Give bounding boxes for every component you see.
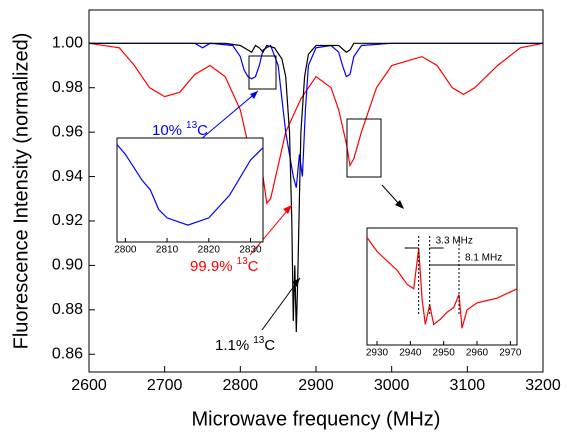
annotation-element: C: [248, 258, 259, 275]
x-tick-label: 3200: [525, 377, 561, 394]
annotation: 10% 13C: [152, 120, 208, 139]
x-tick-label: 2970: [499, 348, 522, 359]
x-tick-label: 2900: [298, 377, 334, 394]
zoom-box: [346, 118, 382, 178]
y-axis-title: Fluorescence Intensity (normalized): [10, 33, 32, 350]
x-tick-label: 2820: [198, 245, 221, 256]
x-tick-label: 3100: [450, 377, 486, 394]
zoom-box: [248, 55, 277, 90]
annotation-sup: 13: [237, 256, 249, 267]
x-tick-label: 2600: [71, 377, 107, 394]
annotation-text: 99.9%: [190, 258, 233, 275]
annotation-element: C: [264, 337, 275, 354]
annotation-text: 1.1%: [215, 337, 249, 354]
annotation: 1.1% 13C: [215, 335, 275, 354]
marker-label: 8.1 MHz: [465, 253, 502, 264]
annotation-sup: 13: [186, 120, 198, 131]
arrow-head: [292, 278, 300, 287]
x-tick-label: 2700: [147, 377, 183, 394]
connector: [381, 184, 401, 206]
x-tick-label: 2800: [223, 377, 259, 394]
connector: [249, 204, 293, 256]
x-tick-label: 3000: [374, 377, 410, 394]
y-tick-label: 0.86: [52, 345, 83, 362]
x-tick-label: 2800: [114, 245, 137, 256]
x-tick-label: 2960: [466, 348, 489, 359]
series-line: [89, 42, 543, 333]
arrow-head: [250, 91, 258, 99]
y-tick-label: 0.98: [52, 79, 83, 96]
x-tick-label: 2810: [156, 245, 179, 256]
y-tick-label: 0.96: [52, 123, 83, 140]
y-tick-label: 0.90: [52, 257, 83, 274]
series-line: [116, 144, 264, 226]
y-tick-label: 0.94: [52, 168, 83, 185]
x-axis-title: Microwave frequency (MHz): [192, 408, 441, 430]
connector: [199, 90, 259, 141]
annotation-text: 10%: [152, 122, 182, 139]
plot-frame: [116, 137, 264, 243]
annotation-sup: 13: [253, 335, 265, 346]
arrow-head: [395, 200, 404, 209]
x-tick-label: 2950: [433, 348, 456, 359]
y-tick-label: 0.88: [52, 301, 83, 318]
arrow-head: [283, 205, 292, 214]
marker-label: 3.3 MHz: [436, 236, 473, 247]
x-tick-label: 2830: [239, 245, 262, 256]
y-tick-label: 0.92: [52, 212, 83, 229]
annotation-element: C: [197, 122, 208, 139]
x-tick-label: 2930: [366, 348, 389, 359]
connector: [261, 277, 301, 331]
x-tick-label: 2940: [399, 348, 422, 359]
y-tick-label: 1.00: [52, 35, 83, 52]
annotation: 99.9% 13C: [190, 256, 259, 275]
series-line: [366, 237, 518, 329]
